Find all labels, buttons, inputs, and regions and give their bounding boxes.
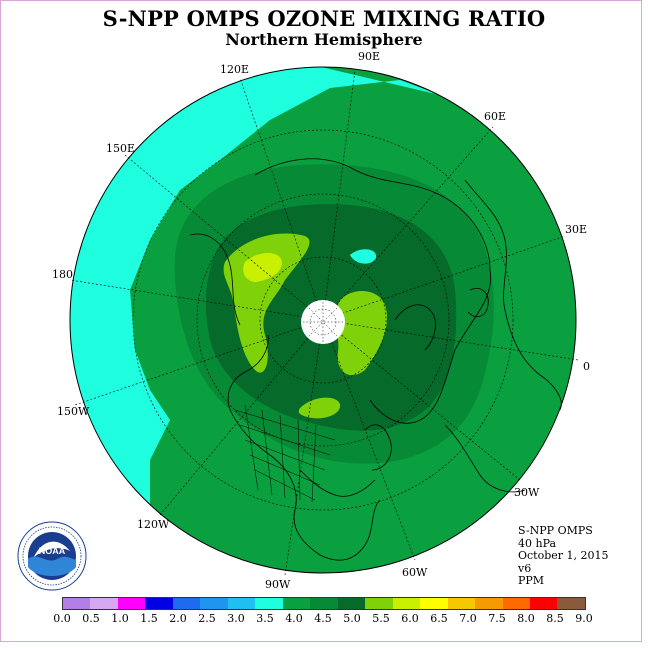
colorbar-swatch <box>145 598 173 609</box>
field-level-3-5-patch <box>350 249 377 264</box>
colorbar-tick-label: 9.0 <box>575 612 593 625</box>
lon-label-0: 0 <box>583 360 590 373</box>
colorbar <box>62 597 586 610</box>
colorbar-swatch <box>365 598 393 609</box>
colorbar-tick-label: 3.0 <box>227 612 245 625</box>
info-level: 40 hPa <box>518 536 557 550</box>
colorbar-tick-label: 4.5 <box>314 612 332 625</box>
map-title: S-NPP OMPS OZONE MIXING RATIO <box>102 6 546 31</box>
lon-label-60e: 60E <box>484 110 507 123</box>
colorbar-swatch <box>557 598 585 609</box>
info-units: PPM <box>518 574 545 587</box>
colorbar-tick-label: 4.0 <box>285 612 303 625</box>
lon-label-60w: 60W <box>402 566 428 579</box>
lon-label-30w: 30W <box>514 486 540 499</box>
colorbar-tick-label: 5.0 <box>343 612 361 625</box>
field-level-3-5 <box>70 67 440 520</box>
colorbar-swatch <box>282 598 311 609</box>
info-version: v6 <box>518 561 532 575</box>
colorbar-swatch <box>310 598 338 609</box>
map-boundary <box>69 66 577 574</box>
info-block: S-NPP OMPS 40 hPa October 1, 2015 v6 PPM <box>518 524 609 588</box>
lon-label-120e: 120E <box>220 63 250 76</box>
colorbar-tick-label: 0.0 <box>53 612 71 625</box>
colorbar-swatch <box>337 598 366 609</box>
colorbar-swatch <box>502 598 530 609</box>
lon-label-90e: 90E <box>358 50 381 63</box>
field-level-6-0 <box>243 253 282 282</box>
colorbar-swatch <box>475 598 503 609</box>
colorbar-ticks: 0.0 0.5 1.0 1.5 2.0 2.5 3.0 3.5 4.0 4.5 5.0 5.5 6.0 6… <box>40 612 605 626</box>
colorbar-tick-label: 5.5 <box>372 612 390 625</box>
colorbar-swatch <box>63 598 91 609</box>
colorbar-tick-label: 7.5 <box>488 612 506 625</box>
pole-grid <box>303 302 343 342</box>
colorbar-swatch <box>392 598 421 609</box>
lon-label-180: 180 <box>52 268 73 281</box>
colorbar-tick-label: 0.5 <box>82 612 100 625</box>
lon-label-90w: 90W <box>265 578 291 591</box>
noaa-logo: NOAA <box>17 521 87 591</box>
colorbar-tick-label: 6.0 <box>401 612 419 625</box>
field-level-5-5-east <box>336 290 388 376</box>
colorbar-tick-label: 1.0 <box>111 612 129 625</box>
colorbar-swatch <box>200 598 228 609</box>
noaa-logo-text: NOAA <box>39 546 66 556</box>
colorbar-swatch <box>420 598 448 609</box>
lon-label-150e: 150E <box>106 142 136 155</box>
lon-label-30e: 30E <box>565 223 588 236</box>
colorbar-tick-label: 2.0 <box>169 612 187 625</box>
colorbar-tick-label: 3.5 <box>256 612 274 625</box>
colorbar-tick-label: 8.0 <box>517 612 535 625</box>
colorbar-tick-label: 6.5 <box>430 612 448 625</box>
graticule <box>69 69 579 576</box>
field-level-5-5-south <box>298 397 341 419</box>
lon-label-150w: 150W <box>57 405 90 418</box>
colorbar-swatch <box>90 598 118 609</box>
colorbar-swatch <box>255 598 283 609</box>
map-subtitle: Northern Hemisphere <box>225 30 423 49</box>
info-date: October 1, 2015 <box>518 549 609 562</box>
colorbar-tick-label: 7.0 <box>459 612 477 625</box>
colorbar-swatch <box>529 598 558 609</box>
colorbar-tick-label: 1.5 <box>140 612 158 625</box>
colorbar-swatch <box>227 598 256 609</box>
colorbar-swatch <box>447 598 476 609</box>
colorbar-tick-label: 8.5 <box>546 612 564 625</box>
info-instrument: S-NPP OMPS <box>518 524 593 537</box>
coastlines <box>189 158 562 561</box>
colorbar-tick-label: 2.5 <box>198 612 216 625</box>
colorbar-swatch <box>172 598 201 609</box>
colorbar-swatch <box>117 598 146 609</box>
lon-label-120w: 120W <box>137 518 170 531</box>
